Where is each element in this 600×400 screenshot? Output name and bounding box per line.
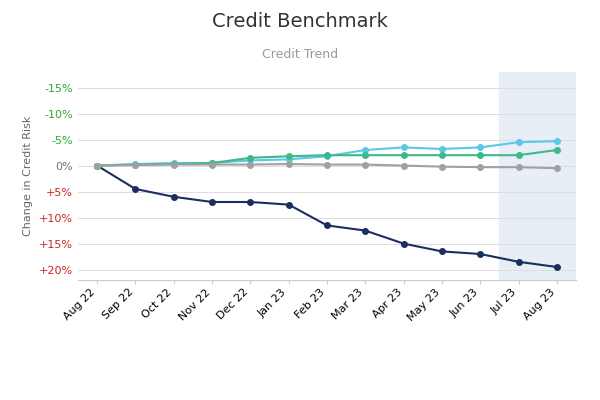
Text: Credit Trend: Credit Trend [262, 48, 338, 61]
Bar [499, 72, 576, 280]
Y-axis label: Change in Credit Risk: Change in Credit Risk [23, 116, 34, 236]
Text: Credit Benchmark: Credit Benchmark [212, 12, 388, 31]
